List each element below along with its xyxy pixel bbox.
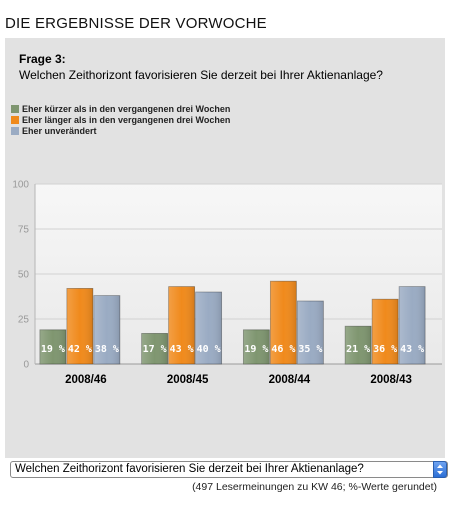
bar-shade [39, 329, 66, 364]
y-tick-label: 0 [23, 360, 29, 371]
legend-swatch-longer [11, 115, 19, 124]
y-tick-label: 75 [18, 225, 30, 236]
footnote: (497 Lesermeinungen zu KW 46; %-Werte ge… [192, 481, 437, 493]
bar-value-label: 46 % [271, 344, 295, 355]
bar-value-label: 43 % [400, 344, 424, 355]
y-tick-label: 100 [12, 180, 29, 191]
x-category-label: 2008/45 [167, 374, 209, 386]
x-category-label: 2008/43 [370, 374, 412, 386]
legend-item-shorter: Eher kürzer als in den vergangenen drei … [11, 103, 230, 114]
bar-shade [195, 292, 222, 364]
bar-shade [168, 286, 195, 364]
bar-value-label: 35 % [298, 344, 322, 355]
legend-item-unchanged: Eher unverändert [11, 125, 230, 136]
question-label: Frage 3: [19, 52, 66, 66]
bar-value-label: 19 % [41, 344, 65, 355]
bar-value-label: 17 % [143, 344, 167, 355]
x-category-label: 2008/46 [65, 374, 107, 386]
bar-shade [372, 299, 399, 364]
bar-shade [243, 329, 270, 364]
bar-value-label: 19 % [244, 344, 268, 355]
legend-label-unchanged: Eher unverändert [22, 125, 97, 136]
bar-shade [270, 281, 297, 364]
bar-value-label: 43 % [170, 344, 194, 355]
y-tick-label: 25 [18, 315, 30, 326]
select-stepper-icon[interactable] [433, 461, 447, 478]
bar-shade [399, 286, 426, 364]
bar-shade [345, 326, 372, 364]
bar-shade [141, 333, 168, 364]
bar-shade [93, 295, 120, 364]
bar-value-label: 21 % [346, 344, 370, 355]
legend-label-shorter: Eher kürzer als in den vergangenen drei … [22, 103, 231, 114]
page-heading: DIE ERGEBNISSE DER VORWOCHE [5, 15, 267, 32]
legend-item-longer: Eher länger als in den vergangenen drei … [11, 114, 230, 125]
question-select-value: Welchen Zeithorizont favorisieren Sie de… [15, 463, 364, 475]
y-tick-label: 50 [18, 270, 30, 281]
poll-results-panel: Frage 3: Welchen Zeithorizont favorisier… [5, 38, 448, 493]
question-select[interactable]: Welchen Zeithorizont favorisieren Sie de… [10, 461, 448, 478]
bar-value-label: 40 % [197, 344, 221, 355]
legend-label-longer: Eher länger als in den vergangenen drei … [22, 114, 231, 125]
bar-shade [66, 288, 93, 364]
legend-swatch-shorter [11, 104, 19, 113]
question-text: Welchen Zeithorizont favorisieren Sie de… [19, 68, 383, 82]
bar-chart: 0 25 50 75 100 19 % 42 % 38 % 2008/46 17 % 43 % 40 … [5, 178, 445, 418]
bar-value-label: 38 % [95, 344, 119, 355]
bar-shade [297, 301, 324, 364]
bar-value-label: 42 % [68, 344, 92, 355]
chart-legend: Eher kürzer als in den vergangenen drei … [11, 103, 230, 136]
bar-value-label: 36 % [373, 344, 397, 355]
x-category-label: 2008/44 [269, 374, 311, 386]
legend-swatch-unchanged [11, 126, 19, 135]
